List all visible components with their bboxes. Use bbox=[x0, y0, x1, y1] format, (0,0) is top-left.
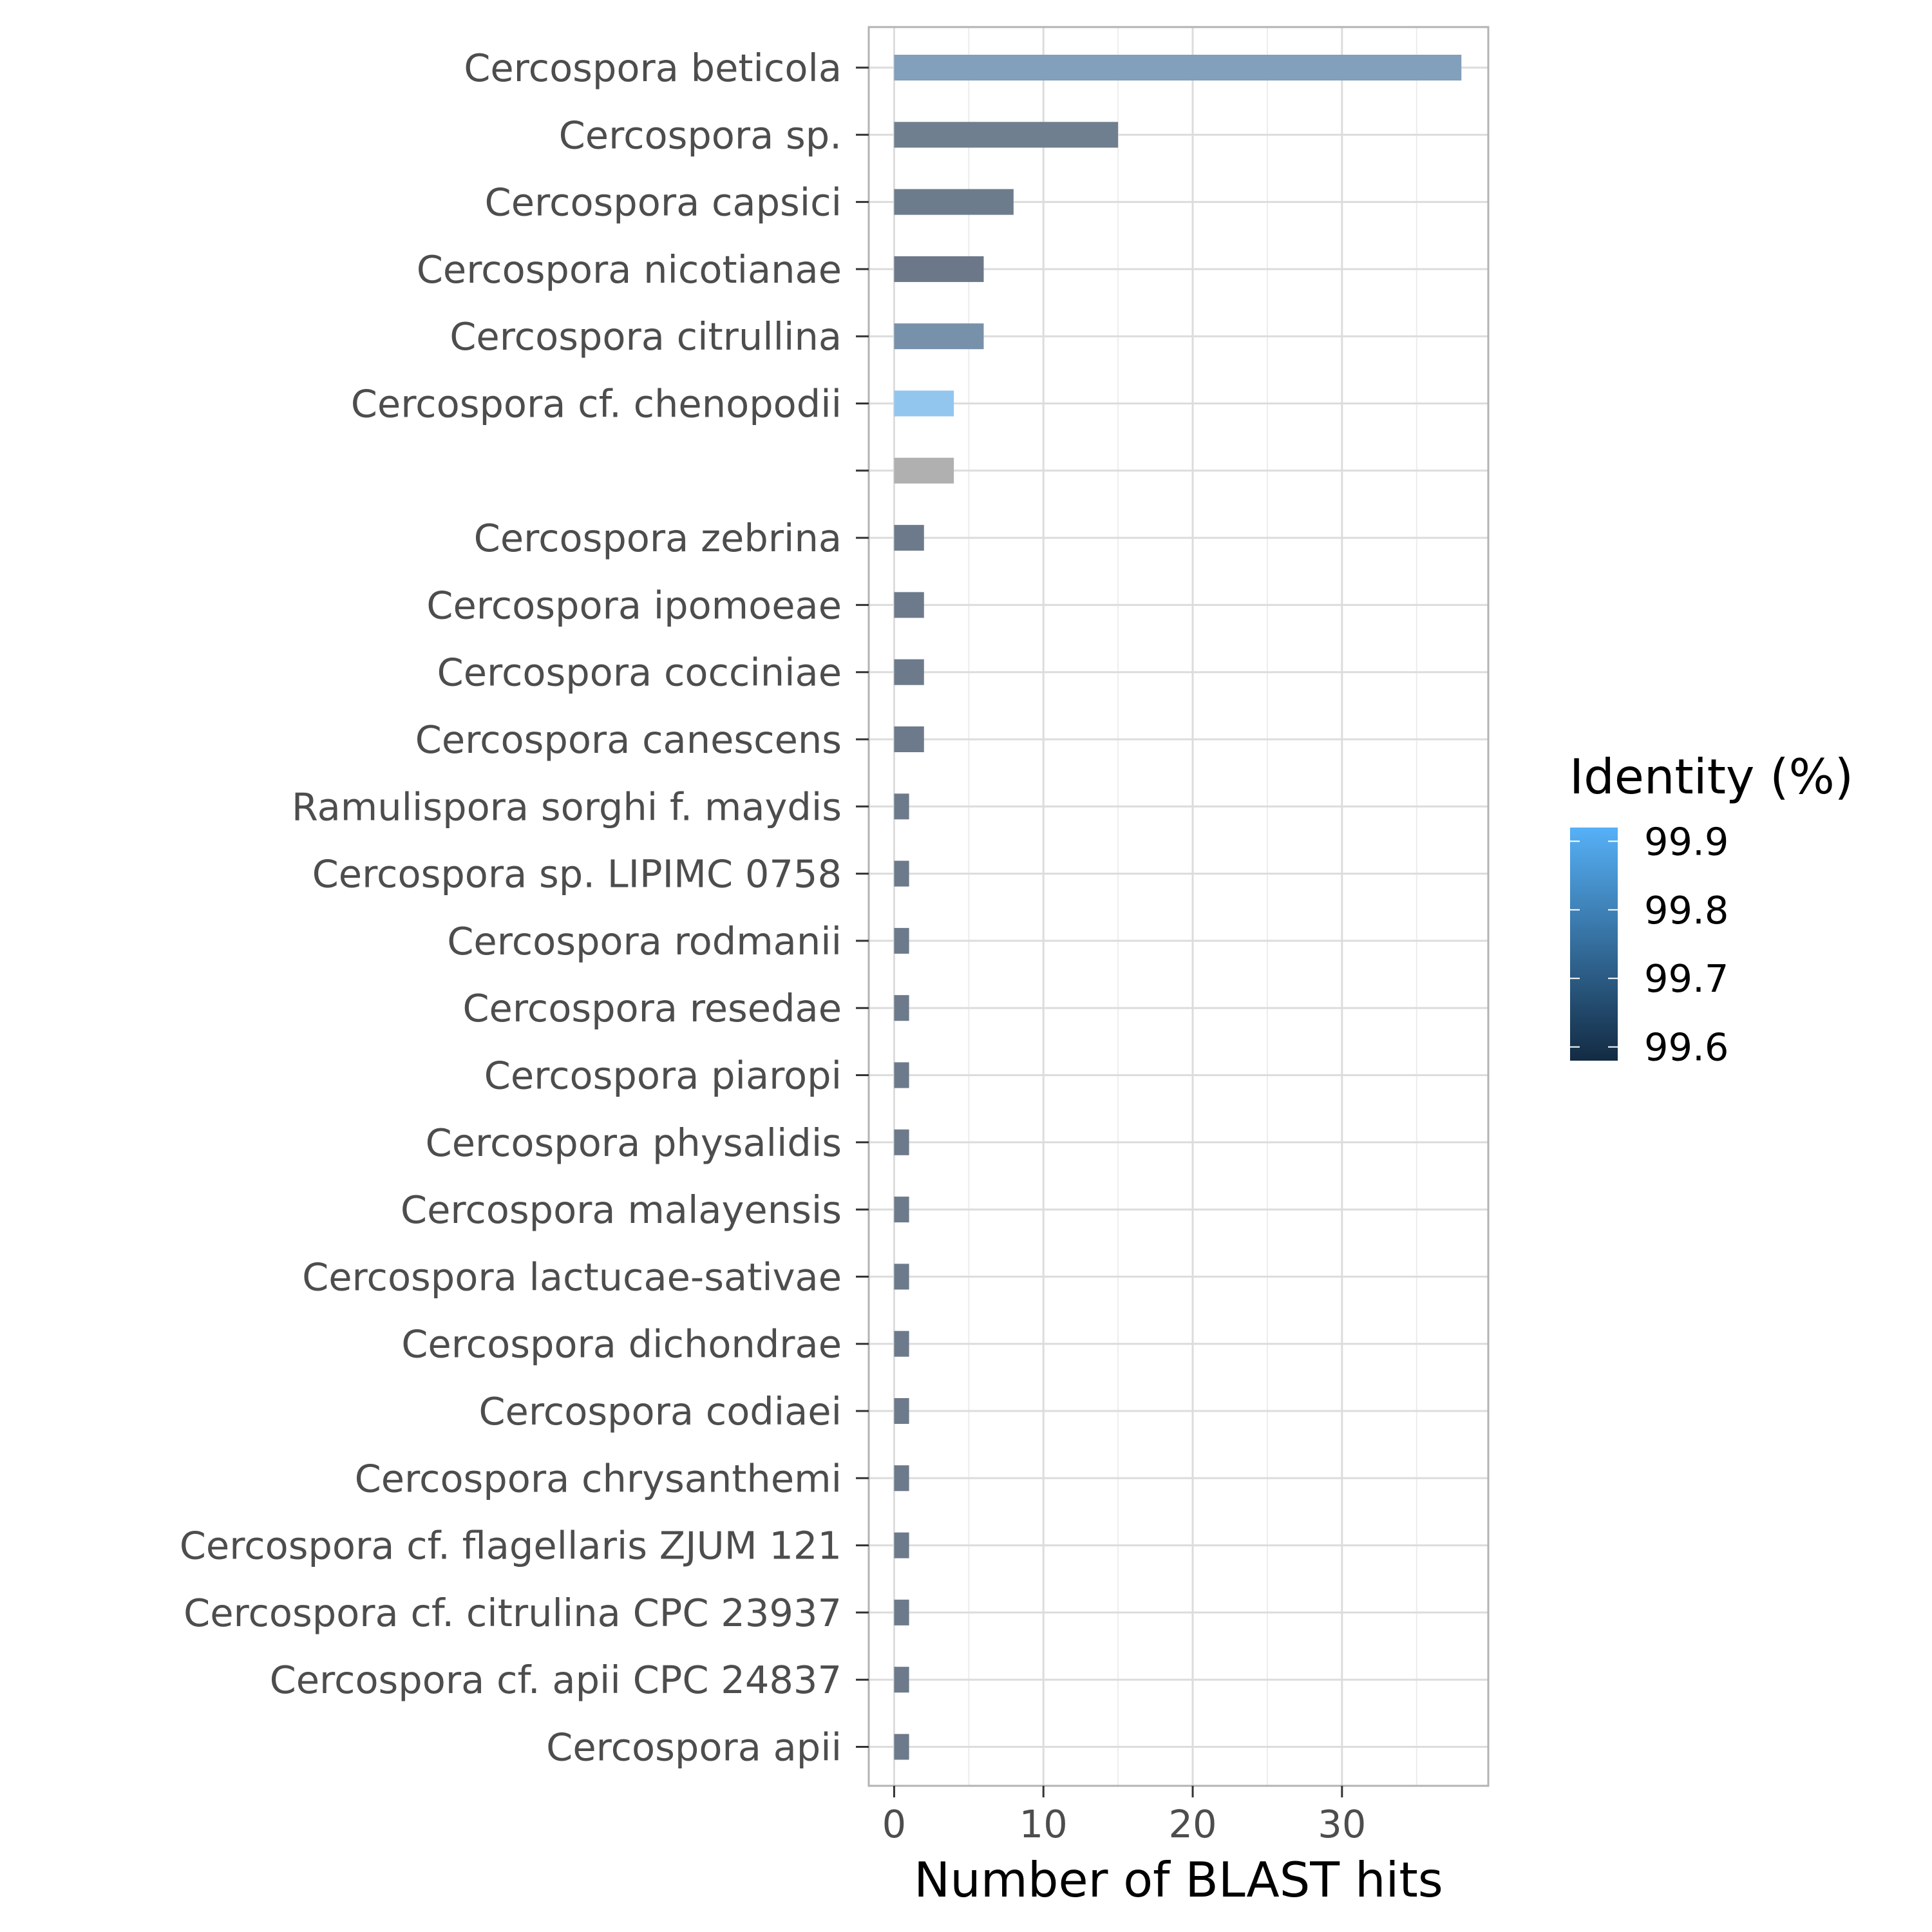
y-tick-label: Ramulispora sorghi f. maydis bbox=[292, 784, 842, 829]
legend-tick-label: 99.8 bbox=[1644, 888, 1728, 933]
y-tick-label: Cercospora cf. flagellaris ZJUM 121 bbox=[180, 1524, 842, 1568]
bar bbox=[894, 726, 924, 752]
y-tick-label: Cercospora nicotianae bbox=[417, 247, 842, 292]
y-tick-label: Cercospora apii bbox=[546, 1725, 842, 1770]
bar bbox=[894, 1264, 909, 1290]
y-tick-label: Cercospora canescens bbox=[415, 717, 842, 762]
bar bbox=[894, 1398, 909, 1424]
legend-ticks: 99.9 99.8 99.7 99.6 bbox=[1570, 819, 1728, 1070]
bar bbox=[894, 1197, 909, 1223]
y-tick-label: Cercospora cf. chenopodii bbox=[351, 382, 842, 426]
y-tick-label: Cercospora ipomoeae bbox=[426, 583, 842, 627]
y-tick-label: Cercospora lactucae-sativae bbox=[302, 1255, 842, 1299]
legend-tick-label: 99.9 bbox=[1644, 819, 1728, 864]
y-tick-label: Cercospora cocciniae bbox=[437, 650, 842, 695]
legend-title: Identity (%) bbox=[1569, 748, 1853, 805]
y-tick-label: Cercospora sp. LIPIMC 0758 bbox=[312, 852, 842, 896]
bar bbox=[894, 323, 984, 350]
x-tick-label: 0 bbox=[882, 1802, 907, 1846]
panel-gridlines bbox=[869, 27, 1488, 1786]
y-tick-label: Cercospora citrullina bbox=[450, 314, 842, 359]
y-tick-label: Cercospora cf. citrulina CPC 23937 bbox=[184, 1591, 842, 1635]
bar bbox=[894, 793, 909, 820]
y-tick-label: Cercospora zebrina bbox=[474, 516, 842, 560]
y-tick-label: Cercospora rodmanii bbox=[447, 919, 842, 963]
bar bbox=[894, 1532, 909, 1558]
y-tick-label: Cercospora resedae bbox=[462, 986, 842, 1030]
bar bbox=[894, 1062, 909, 1088]
bar bbox=[894, 927, 909, 954]
bar bbox=[894, 189, 1014, 215]
bar bbox=[894, 1667, 909, 1693]
y-tick-label: Cercospora malayensis bbox=[401, 1188, 842, 1232]
bar bbox=[894, 592, 924, 618]
y-tick-label: Cercospora dichondrae bbox=[401, 1322, 842, 1367]
bar bbox=[894, 55, 1462, 80]
y-axis: Cercospora beticola Cercospora sp. Cercosp… bbox=[180, 46, 869, 1770]
y-tick-label: Cercospora beticola bbox=[464, 46, 842, 90]
identity-legend: Identity (%) 99.9 99.8 99.7 99.6 bbox=[1569, 748, 1853, 1070]
y-tick-label: Cercospora cf. apii CPC 24837 bbox=[270, 1658, 842, 1702]
x-tick-label: 20 bbox=[1168, 1802, 1217, 1846]
y-tick-label: Cercospora sp. bbox=[559, 113, 842, 157]
x-axis-label: Number of BLAST hits bbox=[914, 1852, 1443, 1908]
y-tick-label: Cercospora codiaei bbox=[478, 1389, 842, 1434]
bar bbox=[894, 1599, 909, 1625]
y-tick-label: Cercospora piaropi bbox=[484, 1054, 842, 1098]
bar bbox=[894, 1331, 909, 1357]
bar bbox=[894, 995, 909, 1021]
bar bbox=[894, 390, 954, 417]
legend-colorbar bbox=[1570, 828, 1618, 1061]
x-tick-label: 10 bbox=[1019, 1802, 1068, 1846]
bar bbox=[894, 525, 924, 551]
bar bbox=[894, 457, 954, 484]
legend-tick-label: 99.6 bbox=[1644, 1025, 1728, 1070]
panel-border bbox=[867, 26, 1490, 1787]
bar bbox=[894, 256, 984, 282]
y-tick-label: Cercospora physalidis bbox=[426, 1121, 842, 1165]
bar bbox=[894, 1465, 909, 1492]
bar bbox=[894, 659, 924, 685]
x-axis: 0 10 20 30 bbox=[882, 1786, 1366, 1846]
bar bbox=[894, 860, 909, 887]
legend-tick-label: 99.7 bbox=[1644, 956, 1728, 1001]
x-tick-label: 30 bbox=[1318, 1802, 1366, 1846]
y-tick-label: Cercospora capsici bbox=[485, 180, 842, 225]
bar bbox=[894, 122, 1119, 148]
bar-series bbox=[894, 55, 1462, 1760]
y-tick-label: Cercospora chrysanthemi bbox=[355, 1456, 842, 1501]
bar bbox=[894, 1129, 909, 1155]
bar bbox=[894, 1734, 909, 1760]
